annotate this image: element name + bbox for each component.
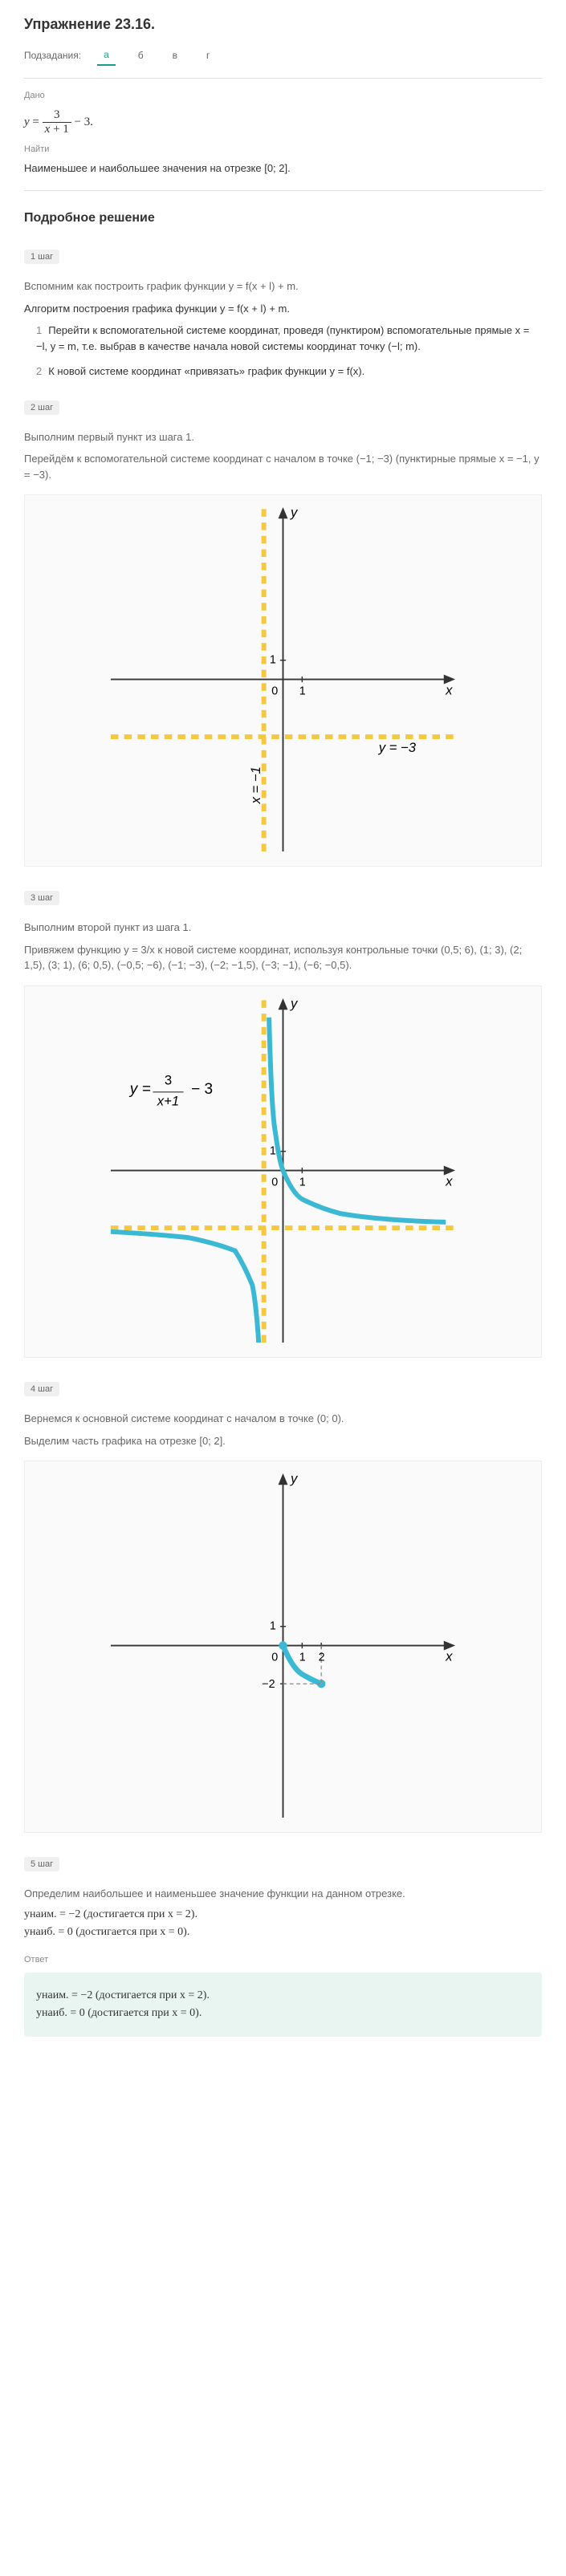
svg-text:2: 2 <box>319 1652 325 1664</box>
exercise-title: Упражнение 23.16. <box>24 16 542 33</box>
tab-a[interactable]: а <box>97 45 116 66</box>
svg-text:1: 1 <box>270 1144 276 1157</box>
step1-intro: Вспомним как построить график функции y … <box>24 278 542 295</box>
step4-text2: Выделим часть графика на отрезке [0; 2]. <box>24 1433 542 1449</box>
step-badge-3: 3 шаг <box>24 891 59 905</box>
svg-text:1: 1 <box>299 685 306 698</box>
tab-v[interactable]: в <box>166 46 184 65</box>
svg-text:y =: y = <box>128 1081 151 1098</box>
algo-item-1: 1Перейти к вспомогательной системе коорд… <box>36 323 542 356</box>
step2-text1: Выполним первый пункт из шага 1. <box>24 429 542 445</box>
given-label: Дано <box>24 91 542 100</box>
svg-text:− 3: − 3 <box>191 1081 213 1098</box>
step5-text1: Определим наибольшее и наименьшее значен… <box>24 1886 542 1902</box>
step3-text1: Выполним второй пункт из шага 1. <box>24 920 542 936</box>
divider <box>24 190 542 191</box>
svg-text:1: 1 <box>299 1176 306 1189</box>
svg-text:1: 1 <box>299 1652 306 1664</box>
svg-text:y = −3: y = −3 <box>378 741 417 756</box>
step5-line1: yнаим. = −2 (достигается при x = 2). <box>24 1908 542 1921</box>
solution-heading: Подробное решение <box>24 211 542 226</box>
find-label: Найти <box>24 144 542 154</box>
divider <box>24 78 542 79</box>
svg-text:1: 1 <box>270 654 276 667</box>
svg-text:y: y <box>290 1473 299 1486</box>
svg-text:0: 0 <box>271 1652 278 1664</box>
answer-box: yнаим. = −2 (достигается при x = 2). yна… <box>24 1973 542 2037</box>
step5-line2: yнаиб. = 0 (достигается при x = 0). <box>24 1926 542 1939</box>
chart-2: x y 0 1 1 y = 3 x+1 − 3 <box>37 998 529 1343</box>
chart-2-wrap: x y 0 1 1 y = 3 x+1 − 3 <box>24 985 542 1358</box>
svg-text:−2: −2 <box>262 1678 275 1691</box>
step-badge-2: 2 шаг <box>24 400 59 415</box>
svg-text:1: 1 <box>270 1619 276 1632</box>
algo-title: Алгоритм построения графика функции y = … <box>24 303 542 315</box>
find-text: Наименьшее и наибольшее значения на отре… <box>24 162 542 174</box>
answer-label: Ответ <box>24 1955 542 1965</box>
given-formula: y = 3x + 1 − 3. <box>24 108 542 136</box>
tab-g[interactable]: г <box>200 46 216 65</box>
step-badge-1: 1 шаг <box>24 250 59 264</box>
tab-b[interactable]: б <box>132 46 150 65</box>
chart-1: x y 0 1 1 y = −3 x = −1 <box>37 507 529 851</box>
svg-text:0: 0 <box>271 1176 278 1189</box>
chart-1-wrap: x y 0 1 1 y = −3 x = −1 <box>24 494 542 867</box>
step4-text1: Вернемся к основной системе координат с … <box>24 1411 542 1427</box>
subtask-tabs: Подзадания: а б в г <box>24 45 542 66</box>
svg-text:3: 3 <box>165 1072 172 1087</box>
svg-text:x: x <box>445 683 453 698</box>
svg-text:x: x <box>445 1174 453 1189</box>
svg-text:y: y <box>290 507 299 520</box>
svg-text:x+1: x+1 <box>157 1093 179 1108</box>
svg-text:y: y <box>290 998 299 1011</box>
step-badge-4: 4 шаг <box>24 1382 59 1396</box>
step3-text2: Привяжем функцию y = 3/x к новой системе… <box>24 942 542 973</box>
subtasks-label: Подзадания: <box>24 50 81 61</box>
chart-3: x y 0 1 2 1 −2 <box>37 1473 529 1818</box>
algo-item-2: 2К новой системе координат «привязать» г… <box>36 364 542 380</box>
answer-line2: yнаиб. = 0 (достигается при x = 0). <box>36 2007 530 2020</box>
step-badge-5: 5 шаг <box>24 1857 59 1871</box>
svg-text:x = −1: x = −1 <box>248 767 263 805</box>
step2-text2: Перейдём к вспомогательной системе коорд… <box>24 451 542 482</box>
chart-3-wrap: x y 0 1 2 1 −2 <box>24 1461 542 1833</box>
answer-line1: yнаим. = −2 (достигается при x = 2). <box>36 1989 530 2002</box>
svg-text:0: 0 <box>271 685 278 698</box>
svg-text:x: x <box>445 1649 453 1664</box>
